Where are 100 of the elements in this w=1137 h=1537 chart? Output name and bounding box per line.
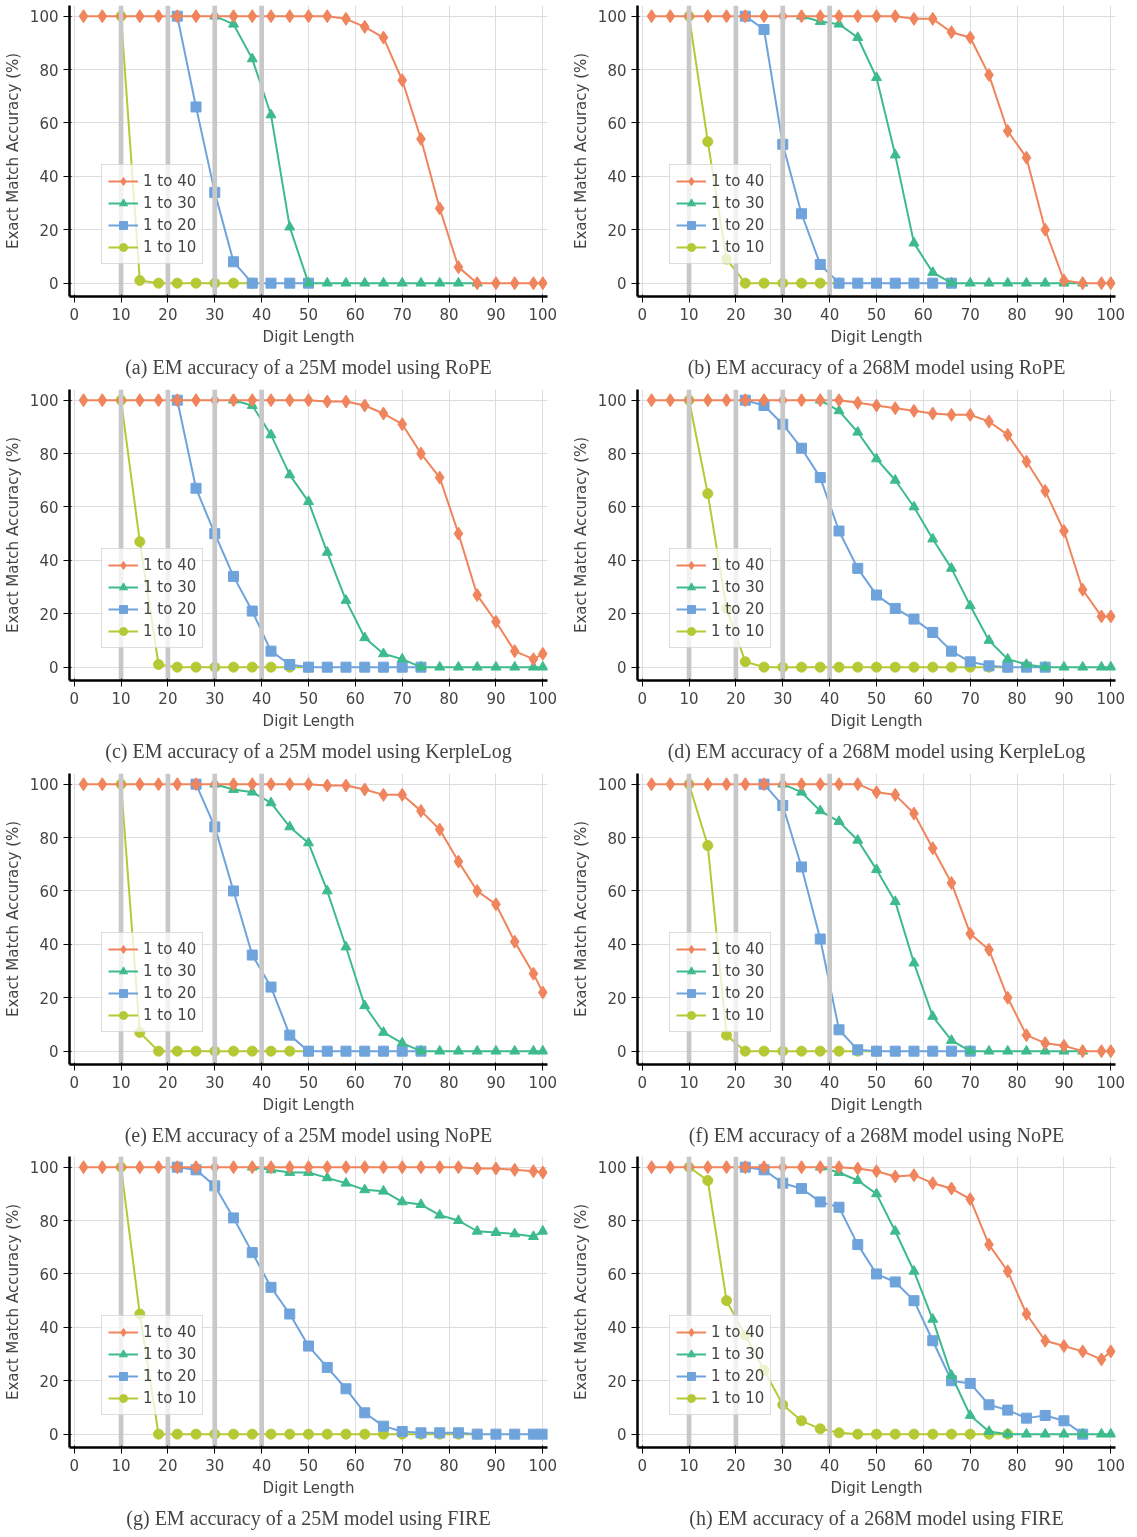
y-tick-label: 80 xyxy=(607,445,627,464)
x-tick-label: 100 xyxy=(1096,305,1126,324)
x-tick-label: 90 xyxy=(486,305,506,324)
y-tick-label: 20 xyxy=(607,221,627,240)
y-tick-label: 20 xyxy=(607,605,627,624)
y-tick-label: 60 xyxy=(39,498,59,517)
legend-label: 1 to 10 xyxy=(143,1005,197,1024)
x-tick-label: 80 xyxy=(1007,305,1027,324)
y-axis-title: Exact Match Accuracy (%) xyxy=(3,820,22,1017)
y-tick-label: 40 xyxy=(607,1319,627,1338)
x-tick-label: 30 xyxy=(773,1073,793,1092)
y-tick-label: 80 xyxy=(39,829,59,848)
x-tick-label: 70 xyxy=(960,1456,980,1475)
y-tick-label: 80 xyxy=(39,445,59,464)
y-axis-title: Exact Match Accuracy (%) xyxy=(3,52,22,250)
x-tick-label: 30 xyxy=(205,1073,225,1092)
x-tick-label: 30 xyxy=(773,305,793,324)
x-tick-label: 90 xyxy=(1054,1456,1074,1475)
legend-label: 1 to 40 xyxy=(711,555,765,574)
x-tick-label: 90 xyxy=(486,689,506,708)
x-tick-label: 0 xyxy=(69,689,79,708)
y-tick-label: 100 xyxy=(29,1159,59,1178)
y-tick-label: 20 xyxy=(607,989,627,1008)
x-axis-title: Digit Length xyxy=(830,711,923,730)
x-tick-label: 30 xyxy=(205,689,225,708)
x-tick-label: 100 xyxy=(528,305,558,324)
y-tick-label: 20 xyxy=(39,989,59,1008)
y-tick-label: 80 xyxy=(39,1212,59,1231)
legend-label: 1 to 40 xyxy=(143,555,197,574)
y-tick-label: 0 xyxy=(48,275,59,294)
legend-label: 1 to 30 xyxy=(143,1345,197,1364)
x-tick-label: 60 xyxy=(345,1073,365,1092)
x-tick-label: 60 xyxy=(913,1073,933,1092)
x-tick-label: 90 xyxy=(486,1073,506,1092)
legend-label: 1 to 30 xyxy=(143,961,197,980)
x-tick-label: 10 xyxy=(111,689,131,708)
x-tick-label: 10 xyxy=(679,305,699,324)
x-tick-label: 50 xyxy=(866,305,887,324)
legend-label: 1 to 40 xyxy=(711,172,765,190)
x-tick-label: 0 xyxy=(637,1073,647,1092)
x-axis-title: Digit Length xyxy=(830,1095,923,1114)
x-tick-label: 40 xyxy=(820,305,840,324)
x-tick-label: 20 xyxy=(726,689,746,708)
x-tick-label: 30 xyxy=(205,1456,225,1475)
y-tick-label: 100 xyxy=(597,391,627,410)
y-tick-label: 0 xyxy=(616,1426,627,1445)
y-tick-label: 100 xyxy=(597,775,627,794)
x-tick-label: 50 xyxy=(298,305,319,324)
x-tick-label: 30 xyxy=(205,305,225,324)
x-tick-label: 60 xyxy=(913,305,933,324)
x-tick-label: 10 xyxy=(111,305,131,324)
legend-label: 1 to 10 xyxy=(143,1389,197,1408)
text: (c) EM accuracy of a 25M model using KerpleLog xyxy=(105,739,512,763)
x-tick-label: 60 xyxy=(913,1456,933,1475)
legend-label: 1 to 20 xyxy=(143,983,197,1002)
x-tick-label: 80 xyxy=(439,1456,459,1475)
y-axis-title: Exact Match Accuracy (%) xyxy=(3,436,22,633)
legend-label: 1 to 30 xyxy=(711,194,765,212)
y-tick-label: 40 xyxy=(39,552,59,571)
y-tick-label: 40 xyxy=(39,935,59,954)
y-tick-label: 100 xyxy=(29,391,59,410)
x-tick-label: 60 xyxy=(345,305,365,324)
legend-label: 1 to 40 xyxy=(143,1323,197,1342)
text: (a) EM accuracy of a 25M model using RoPE xyxy=(125,355,492,379)
x-tick-label: 0 xyxy=(637,1456,647,1475)
x-tick-label: 0 xyxy=(69,305,79,324)
legend-label: 1 to 30 xyxy=(143,194,197,212)
y-axis-title: Exact Match Accuracy (%) xyxy=(571,52,590,250)
x-tick-label: 90 xyxy=(1054,1073,1074,1092)
y-axis-title: Exact Match Accuracy (%) xyxy=(571,1204,590,1401)
y-axis-title: Exact Match Accuracy (%) xyxy=(571,820,590,1017)
text: (d) EM accuracy of a 268M model using KerpleLog xyxy=(667,739,1086,763)
legend-label: 1 to 10 xyxy=(143,238,197,256)
x-tick-label: 0 xyxy=(637,305,647,324)
y-tick-label: 20 xyxy=(607,1373,627,1392)
x-tick-label: 20 xyxy=(726,305,746,324)
x-tick-label: 60 xyxy=(345,689,365,708)
x-tick-label: 0 xyxy=(69,1456,79,1475)
legend-label: 1 to 20 xyxy=(143,216,197,234)
x-tick-label: 80 xyxy=(1007,1073,1027,1092)
x-tick-label: 30 xyxy=(773,689,793,708)
x-tick-label: 90 xyxy=(1054,305,1074,324)
x-tick-label: 50 xyxy=(298,1073,319,1092)
text: (e) EM accuracy of a 25M model using NoPE xyxy=(124,1123,493,1147)
x-tick-label: 10 xyxy=(111,1456,131,1475)
legend-label: 1 to 40 xyxy=(143,172,197,190)
y-tick-label: 20 xyxy=(39,221,59,240)
legend-label: 1 to 10 xyxy=(143,621,197,640)
x-tick-label: 40 xyxy=(820,689,840,708)
x-tick-label: 80 xyxy=(439,1073,459,1092)
legend-label: 1 to 40 xyxy=(143,939,197,958)
x-tick-label: 40 xyxy=(820,1456,840,1475)
legend-label: 1 to 10 xyxy=(711,1005,765,1024)
x-axis-title: Digit Length xyxy=(262,1095,355,1114)
y-tick-label: 0 xyxy=(616,1042,627,1061)
legend-label: 1 to 20 xyxy=(143,599,197,618)
legend-label: 1 to 30 xyxy=(143,577,197,596)
y-tick-label: 60 xyxy=(607,114,627,133)
y-tick-label: 100 xyxy=(29,8,59,27)
x-tick-label: 80 xyxy=(1007,1456,1027,1475)
